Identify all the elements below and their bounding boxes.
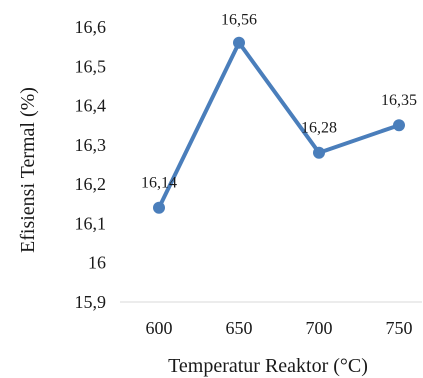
x-tick-label: 700 xyxy=(306,318,333,338)
y-tick-label: 16,6 xyxy=(75,17,107,37)
x-tick-label: 600 xyxy=(146,318,173,338)
x-axis-title: Temperatur Reaktor (°C) xyxy=(168,355,368,377)
y-tick-label: 16,3 xyxy=(75,135,107,155)
y-tick-label: 15,9 xyxy=(75,292,107,312)
data-point xyxy=(393,119,405,132)
y-tick-label: 16,2 xyxy=(75,174,107,194)
series-line xyxy=(157,40,400,209)
data-labels: 16,14 16,56 16,28 16,35 xyxy=(141,12,417,192)
x-tick-label: 650 xyxy=(226,318,253,338)
y-tick-labels: 15,9 16 16,1 16,2 16,3 16,4 16,5 16,6 xyxy=(75,17,107,312)
y-tick-label: 16,5 xyxy=(75,56,107,76)
data-label: 16,35 xyxy=(381,92,417,109)
y-tick-label: 16,1 xyxy=(75,213,107,233)
data-markers xyxy=(153,36,405,214)
y-axis-title: Efisiensi Termal (%) xyxy=(17,87,39,253)
data-label: 16,56 xyxy=(221,12,257,29)
data-label: 16,14 xyxy=(141,175,177,192)
data-point xyxy=(313,146,325,159)
data-point xyxy=(153,201,165,214)
x-tick-label: 750 xyxy=(386,318,413,338)
y-tick-label: 16,4 xyxy=(75,96,107,116)
data-point xyxy=(233,36,245,49)
data-label: 16,28 xyxy=(301,120,337,137)
x-tick-labels: 600 650 700 750 xyxy=(146,318,413,338)
y-tick-label: 16 xyxy=(88,253,106,273)
